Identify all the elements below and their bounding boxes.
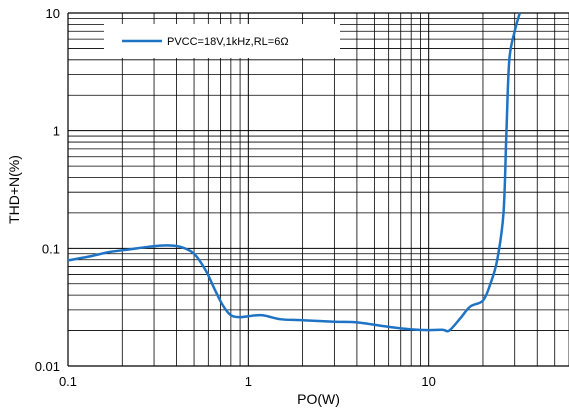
y-tick-label: 10: [46, 6, 60, 21]
y-tick-label: 1: [53, 124, 60, 139]
x-axis-title: PO(W): [297, 391, 340, 407]
series-lines: [67, 12, 521, 333]
x-tick-label: 0.1: [59, 374, 77, 389]
x-tick-label: 1: [245, 374, 252, 389]
grid: [67, 12, 569, 367]
y-tick-label: 0.1: [42, 241, 60, 256]
y-axis-title: THD+N(%): [6, 155, 22, 224]
legend-label: PVCC=18V,1kHz,RL=6Ω: [167, 36, 289, 48]
y-tick-label: 0.01: [35, 359, 60, 374]
x-tick-label: 10: [421, 374, 435, 389]
series-line: [67, 12, 521, 333]
legend: PVCC=18V,1kHz,RL=6Ω: [104, 24, 340, 58]
